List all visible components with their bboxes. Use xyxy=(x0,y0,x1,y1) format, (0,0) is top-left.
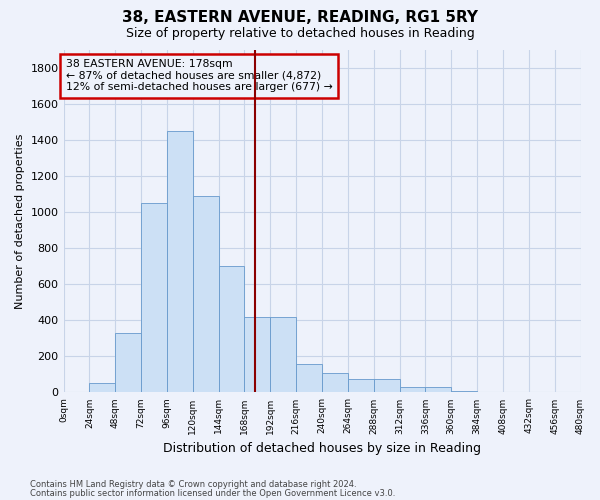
Text: Contains public sector information licensed under the Open Government Licence v3: Contains public sector information licen… xyxy=(30,488,395,498)
Text: Contains HM Land Registry data © Crown copyright and database right 2024.: Contains HM Land Registry data © Crown c… xyxy=(30,480,356,489)
Bar xyxy=(451,390,477,392)
Bar xyxy=(244,316,271,392)
Bar xyxy=(374,379,400,392)
Bar xyxy=(141,203,167,392)
Bar xyxy=(425,387,451,392)
Text: 38 EASTERN AVENUE: 178sqm
← 87% of detached houses are smaller (4,872)
12% of se: 38 EASTERN AVENUE: 178sqm ← 87% of detac… xyxy=(65,59,332,92)
Bar xyxy=(322,372,348,392)
Bar xyxy=(296,364,322,392)
Bar xyxy=(193,196,218,392)
X-axis label: Distribution of detached houses by size in Reading: Distribution of detached houses by size … xyxy=(163,442,481,455)
Bar xyxy=(348,379,374,392)
Bar xyxy=(218,266,244,392)
Text: 38, EASTERN AVENUE, READING, RG1 5RY: 38, EASTERN AVENUE, READING, RG1 5RY xyxy=(122,10,478,25)
Bar xyxy=(167,131,193,392)
Bar xyxy=(115,333,141,392)
Y-axis label: Number of detached properties: Number of detached properties xyxy=(15,134,25,309)
Text: Size of property relative to detached houses in Reading: Size of property relative to detached ho… xyxy=(125,28,475,40)
Bar xyxy=(400,387,425,392)
Bar xyxy=(89,384,115,392)
Bar xyxy=(271,316,296,392)
